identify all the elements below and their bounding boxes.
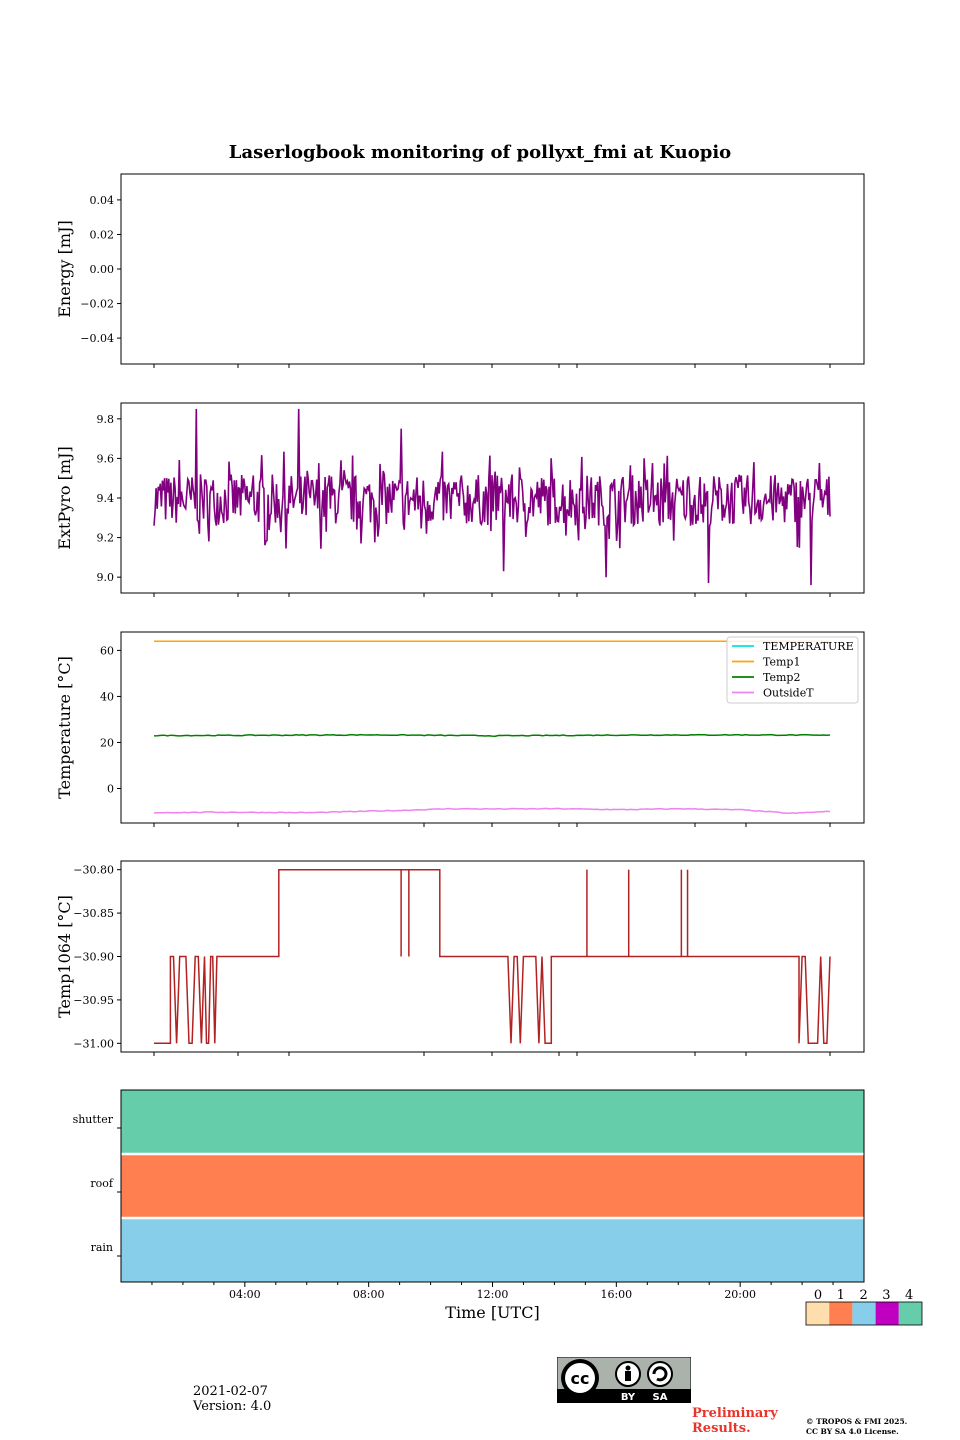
energy-ylabel: Energy [mJ]: [55, 220, 74, 318]
status-row-shutter: [121, 1090, 864, 1154]
legend-label-temperature: TEMPERATURE: [763, 640, 854, 653]
colorbar-tick-label: 2: [859, 1288, 867, 1303]
colorbar-frame: [805, 1301, 923, 1326]
figure-title: Laserlogbook monitoring of pollyxt_fmi a…: [229, 142, 731, 163]
temperature-legend: [726, 636, 859, 704]
status-xtick-label: 20:00: [724, 1288, 756, 1301]
colorbar-swatch-4: [898, 1302, 922, 1325]
temperature-ylabel: Temperature [°C]: [55, 656, 74, 799]
extpyro-ylabel: ExtPyro [mJ]: [55, 446, 74, 549]
temp1064-ylabel: Temp1064 [°C]: [55, 895, 74, 1018]
extpyro-panel-frame: [120, 402, 865, 594]
temp1064-series-line: [154, 868, 831, 1045]
colorbar-tick-label: 0: [814, 1288, 822, 1303]
legend-label-outsidet: OutsideT: [763, 687, 814, 700]
temperature-ytick-label: 40: [100, 690, 114, 703]
status-xtick-label: 16:00: [600, 1288, 632, 1301]
preliminary-line-1: Preliminary: [692, 1406, 778, 1421]
date-label: 2021-02-07: [193, 1384, 268, 1399]
extpyro-ytick-label: 9.2: [97, 532, 115, 545]
extpyro-ytick-label: 9.8: [97, 413, 115, 426]
colorbar-swatch-1: [829, 1302, 853, 1325]
status-xtick-label: 04:00: [229, 1288, 261, 1301]
energy-ytick-label: −0.04: [80, 332, 114, 345]
footer-date-version: 2021-02-07 Version: 4.0: [193, 1384, 271, 1414]
temp1064-ytick-label: −31.00: [73, 1037, 114, 1050]
status-row-label-shutter: shutter: [73, 1113, 114, 1126]
energy-ytick-label: 0.00: [90, 263, 115, 276]
status-row-roof: [121, 1154, 864, 1218]
temperature-panel-frame: [120, 631, 865, 824]
temperature-ytick-label: 20: [100, 736, 114, 749]
cc-by-sa-badge: cc BY SA: [557, 1357, 691, 1403]
temperature-ytick-label: 60: [100, 644, 114, 657]
preliminary-note: Preliminary Results.: [692, 1406, 778, 1436]
colorbar-swatch-3: [875, 1302, 899, 1325]
temp1064-ytick-label: −30.85: [73, 907, 114, 920]
status-xtick-label: 12:00: [477, 1288, 509, 1301]
cc-by-label: BY: [621, 1392, 636, 1403]
status-row-label-rain: rain: [91, 1241, 113, 1254]
preliminary-line-2: Results.: [692, 1421, 751, 1436]
colorbar-swatch-2: [852, 1302, 876, 1325]
version-label: Version: 4.0: [193, 1399, 272, 1414]
temp1064-panel-frame: [120, 860, 865, 1053]
colorbar-tick-label: 1: [837, 1288, 845, 1303]
energy-ytick-label: 0.02: [90, 228, 115, 241]
energy-panel-frame: [120, 173, 865, 365]
temp1064-ytick-label: −30.90: [73, 951, 114, 964]
status-row-label-roof: roof: [90, 1177, 114, 1190]
extpyro-ytick-label: 9.4: [97, 492, 115, 505]
legend-label-temp2: Temp2: [763, 671, 800, 684]
extpyro-ytick-label: 9.0: [97, 571, 115, 584]
status-xlabel: Time [UTC]: [445, 1303, 539, 1322]
temperature-ytick-label: 0: [107, 782, 114, 795]
temp1064-ytick-label: −30.80: [73, 864, 114, 877]
extpyro-series-line: [153, 408, 831, 586]
copyright-note: © TROPOS & FMI 2025. CC BY SA 4.0 Licens…: [806, 1417, 907, 1437]
colorbar-tick-label: 4: [905, 1288, 913, 1303]
colorbar-tick-label: 3: [882, 1288, 890, 1303]
copyright-line-2: CC BY SA 4.0 License.: [806, 1427, 899, 1436]
cc-mark-label: cc: [571, 1369, 590, 1388]
energy-ytick-label: −0.02: [80, 298, 114, 311]
cc-sa-label: SA: [653, 1392, 668, 1403]
temperature-series-temp2: [153, 733, 831, 737]
extpyro-ytick-label: 9.6: [97, 452, 115, 465]
status-xtick-label: 08:00: [353, 1288, 385, 1301]
temp1064-ytick-label: −30.95: [73, 994, 114, 1007]
colorbar-swatch-0: [806, 1302, 830, 1325]
temperature-series-outsidet: [153, 807, 831, 814]
legend-label-temp1: Temp1: [763, 656, 800, 669]
share-alike-icon: [647, 1361, 673, 1387]
copyright-line-1: © TROPOS & FMI 2025.: [806, 1417, 908, 1426]
status-row-rain: [121, 1218, 864, 1282]
energy-ytick-label: 0.04: [90, 194, 115, 207]
